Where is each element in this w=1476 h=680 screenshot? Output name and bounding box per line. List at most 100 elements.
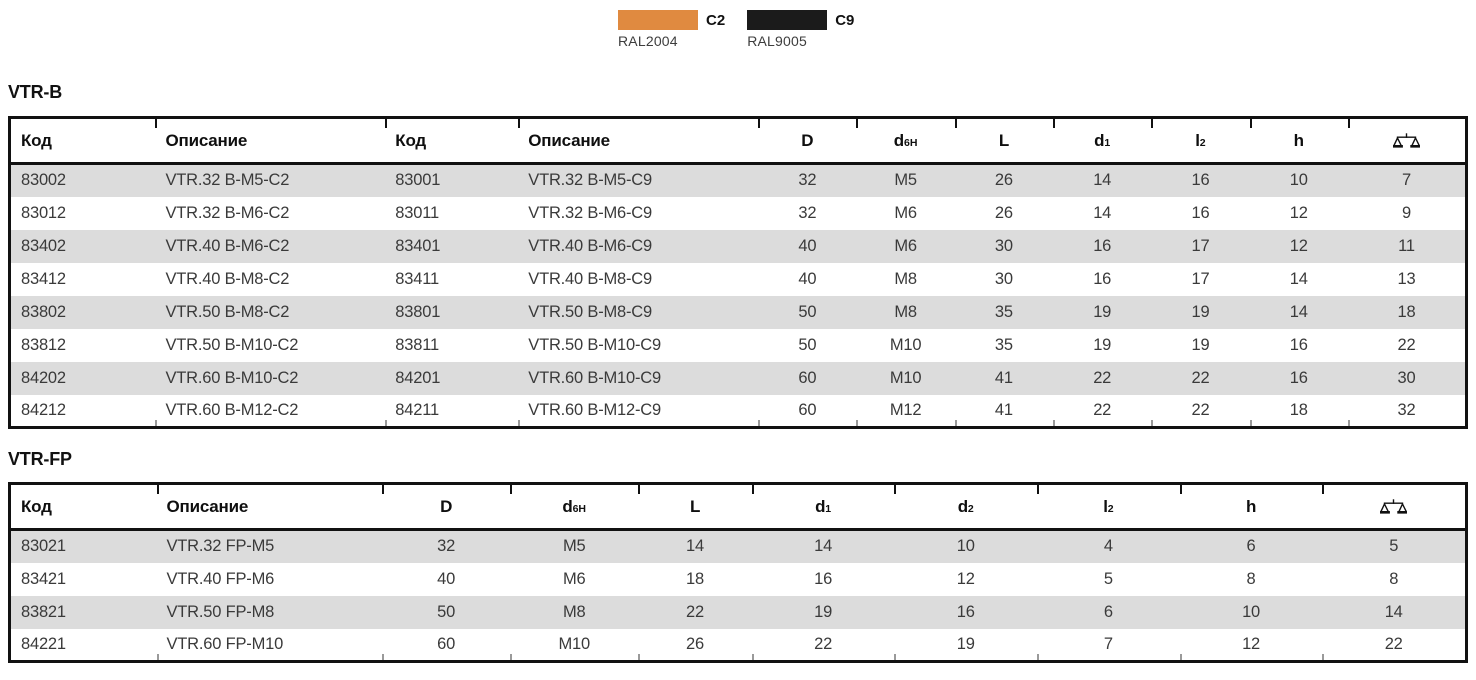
table-cell: M10 <box>889 368 922 387</box>
table-cell: 7 <box>1401 171 1411 190</box>
table-cell: 84221 <box>21 634 66 653</box>
table-cell: 22 <box>1151 394 1250 428</box>
table-cell: 6 <box>1246 537 1256 556</box>
table-cell: 83821 <box>21 602 66 621</box>
table-cell: 83401 <box>395 236 441 255</box>
column-header: d1 <box>1053 117 1152 165</box>
table-cell: 12 <box>1179 628 1323 662</box>
table-cell: 18 <box>686 569 704 588</box>
column-header: d6H <box>510 483 639 531</box>
table-cell: 30 <box>994 236 1013 255</box>
table-row: 84212 VTR.60 B-M12-C2 84211 VTR.60 B-M12-C9… <box>10 394 1467 428</box>
legend-item-c2: C2 RAL2004 <box>618 10 725 49</box>
table-cell: 26 <box>994 171 1013 190</box>
table-cell: 84211 <box>385 394 519 428</box>
table-cell: 83021 <box>21 537 66 556</box>
table-cell: VTR.60 FP-M10 <box>156 628 383 662</box>
table-cell: 84202 <box>21 368 66 387</box>
table-cell: VTR.40 FP-M6 <box>166 569 275 588</box>
table-cell: 13 <box>1397 269 1416 288</box>
column-header-subscript: 6H <box>572 502 587 515</box>
color-swatch-orange <box>618 10 698 30</box>
legend-swatch-row: C9 <box>747 10 854 30</box>
table-cell: 35 <box>994 302 1013 321</box>
table-cell: 18 <box>1249 394 1348 428</box>
table-cell: 19 <box>1093 302 1112 321</box>
table-cell: 26 <box>994 203 1013 222</box>
table-cell: 32 <box>798 171 817 190</box>
table-cell: 6 <box>1103 602 1113 621</box>
table-cell: VTR.32 B-M6-C9 <box>528 203 652 222</box>
column-header: Код <box>385 117 519 165</box>
table-cell: M6 <box>894 203 917 222</box>
table-cell: 22 <box>1397 335 1416 354</box>
table-row: 83002 VTR.32 B-M5-C2 83001 VTR.32 B-M5-C9 32… <box>9 163 1467 197</box>
table-cell: 14 <box>1384 602 1403 621</box>
table-cell: VTR.32 B-M5-C9 <box>528 171 652 190</box>
table-cell: 10 <box>1242 602 1261 621</box>
table-cell: 40 <box>798 236 817 255</box>
legend-ral-label: RAL9005 <box>747 33 807 49</box>
column-header-weight <box>1347 117 1467 165</box>
table-cell: M6 <box>894 236 917 255</box>
table-cell: 22 <box>686 602 704 621</box>
color-swatch-black <box>747 10 828 30</box>
column-header-subscript: 2 <box>967 502 974 515</box>
table-cell: VTR.40 B-M6-C2 <box>165 236 290 255</box>
table-cell: 22 <box>1191 368 1210 387</box>
table-cell: 83811 <box>395 335 439 354</box>
scales-icon <box>1392 133 1421 148</box>
table-cell: M5 <box>562 537 586 556</box>
table-cell: 14 <box>686 537 704 556</box>
table-cell: 22 <box>751 628 895 662</box>
column-header-subscript: 1 <box>1104 136 1111 149</box>
legend-code-label: C2 <box>706 11 726 29</box>
table-cell: VTR.32 B-M5-C2 <box>165 171 290 190</box>
column-header: l2 <box>1151 117 1250 165</box>
table-cell: 16 <box>1191 203 1210 222</box>
table-cell: 83012 <box>21 203 66 222</box>
table-cell: 22 <box>1093 368 1112 387</box>
table-cell: 83421 <box>21 569 66 588</box>
table-row: 83802 VTR.50 B-M8-C2 83801 VTR.50 B-M8-C9 50… <box>9 295 1467 329</box>
table-cell: 41 <box>954 394 1054 428</box>
column-header-subscript: 2 <box>1107 502 1114 515</box>
table-cell: VTR.50 FP-M8 <box>166 602 275 621</box>
column-header: d2 <box>894 483 1038 531</box>
table-row: 83402 VTR.40 B-M6-C2 83401 VTR.40 B-M6-C9 40… <box>9 229 1467 263</box>
table-cell: 40 <box>798 269 817 288</box>
table-cell: 16 <box>1191 171 1210 190</box>
table-cell: 30 <box>1397 368 1416 387</box>
table-cell: 41 <box>994 368 1013 387</box>
table-cell: 19 <box>894 628 1038 662</box>
table-cell: 60 <box>758 394 857 428</box>
table-cell: 14 <box>1093 171 1112 190</box>
table-cell: VTR.50 B-M8-C9 <box>528 302 652 321</box>
table-cell: 17 <box>1191 236 1210 255</box>
table-cell: 60 <box>798 368 817 387</box>
column-header: Описание <box>518 117 759 165</box>
table-cell: M12 <box>856 394 955 428</box>
table-cell: 22 <box>1053 394 1152 428</box>
table-cell: 84212 <box>21 400 66 419</box>
table-cell: VTR.40 B-M8-C9 <box>528 269 652 288</box>
table-cell: 10 <box>1289 171 1308 190</box>
table-cell: 16 <box>1093 269 1112 288</box>
table-cell: 83802 <box>21 302 66 321</box>
column-header: d6H <box>856 117 955 165</box>
legend-ral-label: RAL2004 <box>618 33 678 49</box>
table-cell: 19 <box>1093 335 1112 354</box>
legend-code-label: C9 <box>835 11 855 29</box>
table-cell: VTR.32 B-M6-C2 <box>165 203 290 222</box>
table-cell: 50 <box>437 602 456 621</box>
table-cell: 9 <box>1401 203 1411 222</box>
table-cell: 18 <box>1397 302 1416 321</box>
table-cell: M5 <box>894 171 917 190</box>
table-cell: 83812 <box>21 335 66 354</box>
table-cell: 16 <box>1289 368 1308 387</box>
table-row: 83421 VTR.40 FP-M6 40 M6 18 16 12 5 8 8 <box>10 563 1467 596</box>
